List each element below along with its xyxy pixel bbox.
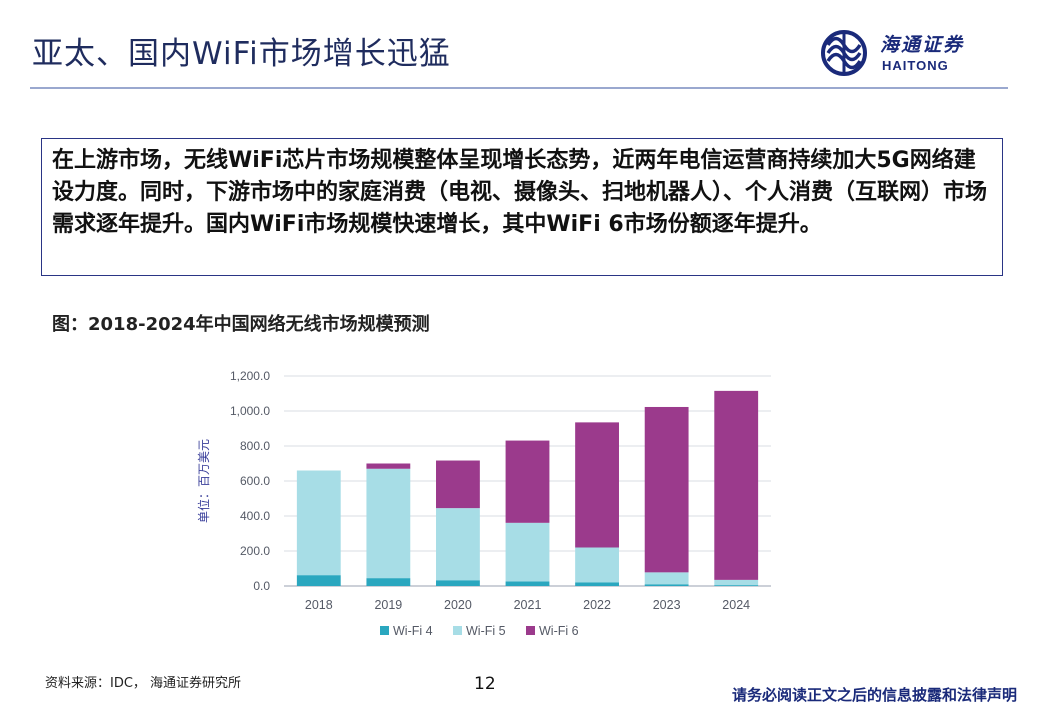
bar-segment	[575, 422, 619, 548]
bar-segment	[505, 522, 550, 582]
bar-segment	[505, 581, 550, 586]
bar-segment	[436, 460, 480, 509]
legend-swatch	[380, 626, 389, 635]
bar-segment	[714, 390, 759, 580]
legend-swatch	[453, 626, 462, 635]
x-tick-label: 2018	[305, 598, 333, 612]
footer-source: 资料来源：IDC， 海通证券研究所	[45, 676, 242, 691]
y-tick-label: 200.0	[240, 544, 270, 558]
legend-label: Wi-Fi 5	[466, 624, 506, 638]
slide-title: 亚太、国内WiFi市场增长迅猛	[32, 36, 451, 72]
bar-segment	[644, 572, 689, 585]
bar-segment	[505, 440, 550, 523]
legend-label: Wi-Fi 6	[539, 624, 579, 638]
bar-segment	[366, 468, 411, 579]
figure-caption: 图：2018-2024年中国网络无线市场规模预测	[52, 314, 430, 335]
logo-name-cn: 海通证券	[880, 34, 965, 56]
haitong-emblem-icon	[821, 30, 867, 76]
haitong-logo: 海通证券 HAITONG	[818, 28, 1018, 78]
market-size-chart: 0.0 200.0 400.0 600.0 800.0 1,000.0 1,200.0 单位：…	[196, 369, 771, 638]
title-divider	[30, 87, 1008, 89]
bar-segment	[714, 579, 759, 586]
x-tick-label: 2021	[514, 598, 542, 612]
bar-segment	[436, 508, 480, 581]
bar-segment	[575, 547, 619, 583]
x-tick-label: 2022	[583, 598, 611, 612]
legend-label: Wi-Fi 4	[393, 624, 433, 638]
bar-segment	[296, 575, 341, 586]
bar-segment	[644, 406, 689, 573]
y-tick-label: 1,000.0	[230, 404, 270, 418]
legend-swatch	[526, 626, 535, 635]
summary-text: 在上游市场，无线WiFi芯片市场规模整体呈现增长态势，近两年电信运营商持续加大5…	[52, 148, 988, 237]
bar-segment	[296, 470, 341, 576]
y-axis-label: 单位：百万美元	[196, 439, 211, 523]
summary-box: 在上游市场，无线WiFi芯片市场规模整体呈现增长态势，近两年电信运营商持续加大5…	[41, 138, 1003, 276]
bar-segment	[436, 580, 480, 586]
page-number: 12	[474, 674, 496, 694]
y-tick-label: 0.0	[253, 579, 270, 593]
y-tick-label: 800.0	[240, 439, 270, 453]
x-tick-label: 2024	[722, 598, 750, 612]
y-tick-label: 400.0	[240, 509, 270, 523]
logo-name-en: HAITONG	[882, 58, 949, 73]
x-tick-label: 2020	[444, 598, 472, 612]
x-tick-label: 2019	[374, 598, 402, 612]
bar-segment	[575, 582, 619, 586]
legal-disclaimer: 请务必阅读正文之后的信息披露和法律声明	[731, 686, 1017, 704]
bar-segment	[366, 578, 411, 586]
y-tick-label: 600.0	[240, 474, 270, 488]
bar-segment	[714, 585, 759, 586]
bar-segment	[644, 584, 689, 586]
x-tick-label: 2023	[653, 598, 681, 612]
y-tick-label: 1,200.0	[230, 369, 270, 383]
bar-segment	[366, 463, 411, 469]
